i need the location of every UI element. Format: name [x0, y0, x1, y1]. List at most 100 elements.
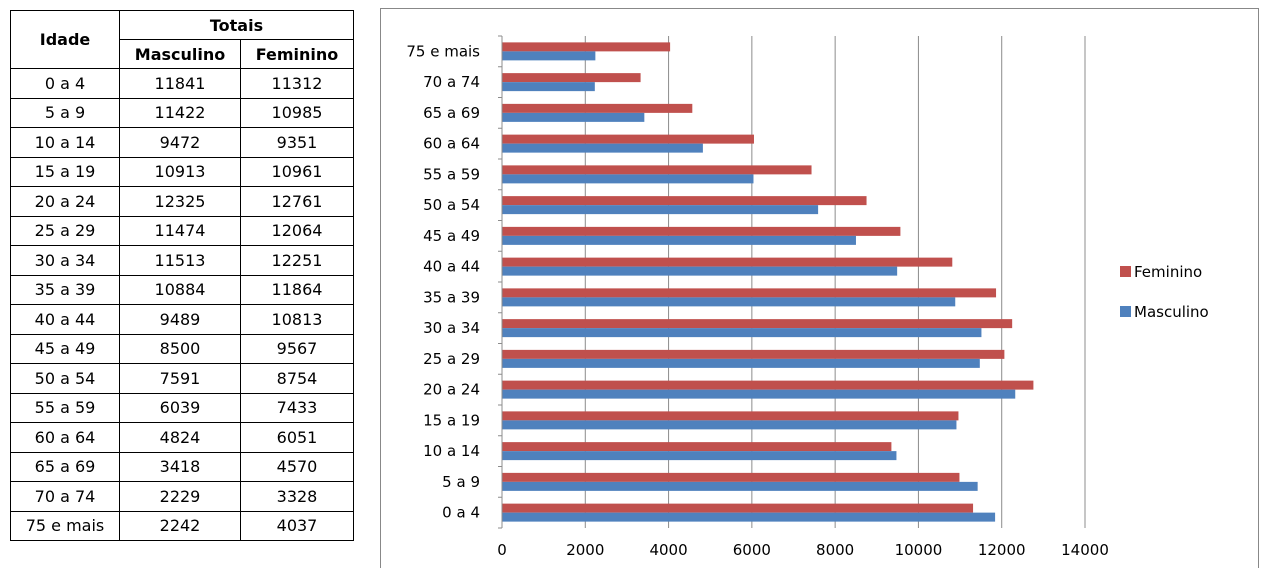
bar-masculino: [502, 51, 596, 61]
female-cell: 10813: [240, 304, 354, 335]
legend-label-feminino: Feminino: [1134, 263, 1202, 281]
female-cell: 4037: [240, 510, 354, 541]
age-cell: 20 a 24: [10, 186, 120, 217]
male-cell: 7591: [119, 363, 241, 394]
female-cell: 12064: [240, 215, 354, 246]
header-female: Feminino: [240, 39, 354, 69]
bar-masculino: [502, 358, 980, 368]
x-tick-label: 8000: [816, 541, 854, 559]
table-row: 55 a 59 6039 7433: [10, 392, 354, 423]
female-cell: 10985: [240, 97, 354, 128]
header-male: Masculino: [119, 39, 241, 69]
male-cell: 8500: [119, 333, 241, 364]
bar-masculino: [502, 112, 645, 122]
table-body: 0 a 4 11841 11312 5 a 9 11422 10985 10 a 14 947…: [10, 68, 354, 541]
male-cell: 10884: [119, 274, 241, 305]
bar-masculino: [502, 297, 956, 307]
male-cell: 10913: [119, 156, 241, 187]
age-cell: 5 a 9: [10, 97, 120, 128]
bar-masculino: [502, 82, 595, 92]
y-tick-label: 70 a 74: [423, 73, 480, 91]
table-row: 5 a 9 11422 10985: [10, 97, 354, 128]
header-age: Idade: [10, 10, 120, 69]
y-tick-label: 0 a 4: [442, 504, 480, 522]
male-cell: 4824: [119, 422, 241, 453]
female-cell: 12761: [240, 186, 354, 217]
male-cell: 2242: [119, 510, 241, 541]
age-cell: 25 a 29: [10, 215, 120, 246]
y-tick-label: 75 e mais: [406, 42, 480, 60]
y-tick-label: 50 a 54: [423, 196, 480, 214]
male-cell: 12325: [119, 186, 241, 217]
y-tick-label: 25 a 29: [423, 350, 480, 368]
table-row: 65 a 69 3418 4570: [10, 451, 354, 482]
chart-frame: [380, 8, 1259, 568]
y-tick-label: 65 a 69: [423, 104, 480, 122]
x-tick-label: 10000: [895, 541, 943, 559]
bar-masculino: [502, 205, 819, 215]
bar-masculino: [502, 266, 898, 276]
age-cell: 75 e mais: [10, 510, 120, 541]
bar-feminino: [502, 442, 892, 452]
legend-swatch-feminino: [1120, 266, 1131, 277]
table-row: 40 a 44 9489 10813: [10, 304, 354, 335]
male-cell: 6039: [119, 392, 241, 423]
male-cell: 11474: [119, 215, 241, 246]
bar-feminino: [502, 103, 693, 113]
bar-masculino: [502, 481, 978, 491]
age-cell: 45 a 49: [10, 333, 120, 364]
female-cell: 12251: [240, 245, 354, 276]
bar-feminino: [502, 73, 641, 83]
table-row: 75 e mais 2242 4037: [10, 510, 354, 541]
bar-feminino: [502, 288, 997, 298]
female-cell: 9351: [240, 127, 354, 158]
age-cell: 30 a 34: [10, 245, 120, 276]
age-cell: 15 a 19: [10, 156, 120, 187]
table-row: 30 a 34 11513 12251: [10, 245, 354, 276]
bar-masculino: [502, 512, 996, 522]
y-tick-label: 15 a 19: [423, 411, 480, 429]
population-table: Idade Totais Masculino Feminino 0 a 4 118…: [10, 10, 354, 541]
table-row: 25 a 29 11474 12064: [10, 215, 354, 246]
bar-masculino: [502, 451, 897, 461]
female-cell: 7433: [240, 392, 354, 423]
age-cell: 60 a 64: [10, 422, 120, 453]
table-row: 0 a 4 11841 11312: [10, 68, 354, 99]
age-cell: 35 a 39: [10, 274, 120, 305]
bar-masculino: [502, 420, 957, 430]
age-cell: 50 a 54: [10, 363, 120, 394]
y-tick-label: 40 a 44: [423, 258, 480, 276]
bar-feminino: [502, 42, 671, 52]
table-row: 15 a 19 10913 10961: [10, 156, 354, 187]
y-tick-label: 20 a 24: [423, 381, 480, 399]
legend-label-masculino: Masculino: [1134, 303, 1209, 321]
table-row: 20 a 24 12325 12761: [10, 186, 354, 217]
male-cell: 3418: [119, 451, 241, 482]
table-row: 70 a 74 2229 3328: [10, 481, 354, 512]
female-cell: 4570: [240, 451, 354, 482]
y-tick-label: 10 a 14: [423, 442, 480, 460]
x-tick-label: 14000: [1061, 541, 1109, 559]
table-row: 60 a 64 4824 6051: [10, 422, 354, 453]
female-cell: 6051: [240, 422, 354, 453]
age-cell: 0 a 4: [10, 68, 120, 99]
bar-feminino: [502, 257, 953, 267]
bar-masculino: [502, 174, 754, 184]
y-tick-label: 5 a 9: [442, 473, 480, 491]
bar-feminino: [502, 472, 960, 482]
male-cell: 9489: [119, 304, 241, 335]
male-cell: 11841: [119, 68, 241, 99]
bar-feminino: [502, 165, 812, 175]
age-cell: 40 a 44: [10, 304, 120, 335]
female-cell: 8754: [240, 363, 354, 394]
y-tick-label: 55 a 59: [423, 165, 480, 183]
male-cell: 11513: [119, 245, 241, 276]
y-tick-label: 45 a 49: [423, 227, 480, 245]
bar-masculino: [502, 389, 1016, 399]
age-cell: 65 a 69: [10, 451, 120, 482]
bar-feminino: [502, 319, 1013, 329]
female-cell: 9567: [240, 333, 354, 364]
female-cell: 11312: [240, 68, 354, 99]
legend-swatch-masculino: [1120, 306, 1131, 317]
population-bar-chart: 0 2000 4000 6000 8000 10000 12000 14000 0 a 4 5 a…: [406, 35, 1209, 559]
